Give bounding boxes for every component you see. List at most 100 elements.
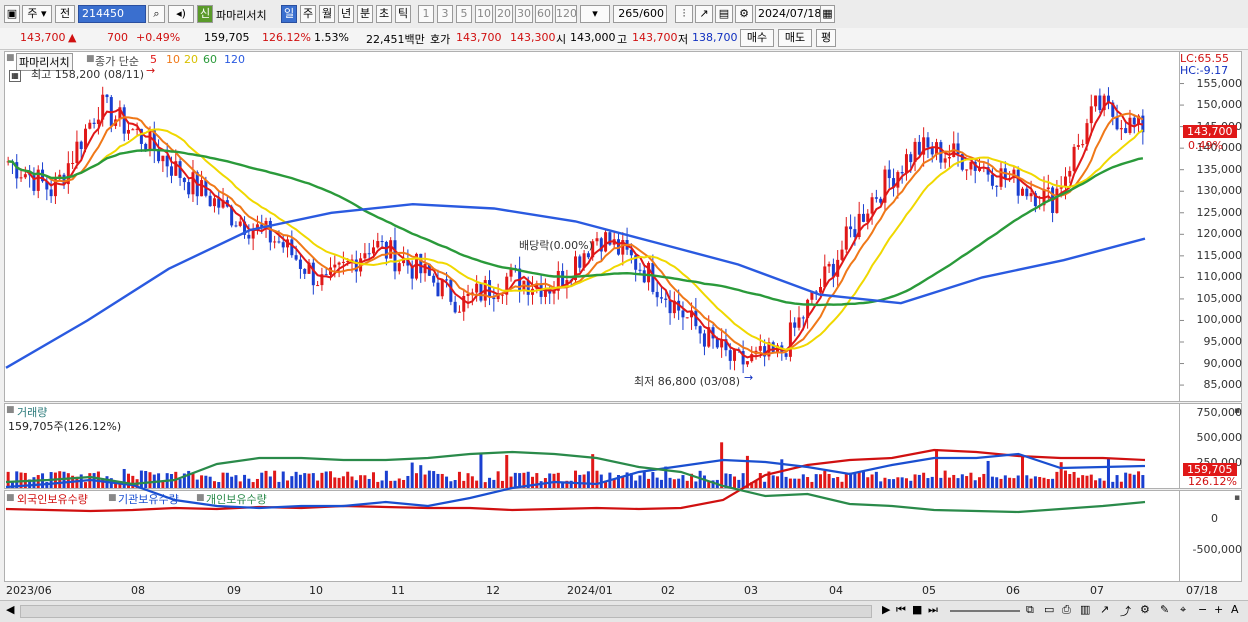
volume-bar — [849, 472, 853, 488]
price-y-label: 140,000 — [1196, 141, 1243, 155]
candle-body — [187, 182, 191, 195]
pin-icon[interactable]: ✎ — [1160, 603, 1170, 616]
tab-week[interactable]: 주 — [300, 5, 316, 23]
scroll-track[interactable] — [20, 605, 872, 618]
draw-icon[interactable]: ↗ — [695, 5, 713, 23]
stock-name: 파마리서치 — [216, 9, 267, 22]
line-icon[interactable]: ↗ — [1100, 603, 1110, 616]
settings-icon[interactable]: ⚙ — [1140, 603, 1150, 616]
volume-bar — [488, 477, 492, 488]
minute-1[interactable]: 1 — [418, 5, 434, 23]
candle-body — [655, 291, 659, 298]
holding-dot-icon: ■ — [6, 493, 15, 503]
volume-bar — [122, 468, 126, 488]
panel-close-icon[interactable]: ▪ — [1234, 406, 1241, 416]
price-panel-title[interactable]: 파마리서치 — [16, 53, 73, 71]
volume-bar — [28, 479, 32, 488]
bottom-scrollbar[interactable]: ◀ ▶ ⏮ ■ ⏭ ⧉ ▭ ⎙ ▥ ↗ ⤴ ⚙ ✎ ⌖ − + A — [0, 600, 1248, 622]
sell-button[interactable]: 매도 — [778, 29, 812, 47]
candle-body — [1046, 187, 1050, 190]
buy-button[interactable]: 매수 — [740, 29, 774, 47]
volume-bar — [496, 471, 500, 488]
stock-code-input[interactable]: 214450 — [78, 5, 146, 23]
volume-bar — [509, 476, 513, 488]
candle-body — [371, 247, 375, 254]
chart-icon[interactable]: ▥ — [1080, 603, 1091, 616]
volume-bar — [449, 481, 453, 488]
candle-icon[interactable]: ⫶ — [675, 5, 693, 23]
x-axis-label: 05 — [922, 584, 936, 597]
layout-icon[interactable]: ▣ — [4, 5, 20, 23]
candle-body — [414, 253, 418, 279]
scroll-right-icon[interactable]: ▶ — [882, 603, 891, 616]
candle-body — [475, 283, 479, 293]
candle-body — [758, 346, 762, 351]
minute-60[interactable]: 60 — [535, 5, 553, 23]
volume-bar — [457, 471, 461, 488]
period-select-value: 주 — [27, 7, 38, 20]
candle-body — [1089, 106, 1093, 124]
panel-close-icon[interactable]: ▪ — [1234, 493, 1241, 503]
candle-body — [1063, 176, 1067, 188]
volume-bar — [320, 472, 324, 488]
tab-tick[interactable]: 틱 — [395, 5, 411, 23]
volume-bar — [1076, 477, 1080, 488]
volume-bar — [659, 479, 663, 488]
save-icon[interactable]: ▤ — [715, 5, 733, 23]
crosshair-icon[interactable]: ⌖ — [1180, 603, 1187, 616]
calendar-icon[interactable]: ▦ — [820, 5, 835, 23]
table-icon[interactable]: ▦ — [9, 70, 21, 82]
volume-bar — [427, 470, 431, 488]
low-note: 최저 86,800 (03/08) — [634, 375, 741, 388]
stop-icon[interactable]: ■ — [912, 603, 923, 616]
tab-month[interactable]: 월 — [319, 5, 335, 23]
minute-120[interactable]: 120 — [555, 5, 577, 23]
window-icon[interactable]: ▭ — [1044, 603, 1055, 616]
volume-bar — [1081, 475, 1085, 488]
minute-3[interactable]: 3 — [437, 5, 453, 23]
holding-panel[interactable] — [4, 490, 1180, 582]
speaker-icon[interactable]: ◂) — [168, 5, 194, 23]
volume-bar — [616, 475, 620, 488]
copy-icon[interactable]: ⧉ — [1026, 603, 1034, 616]
minute-5[interactable]: 5 — [456, 5, 472, 23]
candle-body — [144, 143, 148, 151]
tab-day[interactable]: 일 — [281, 5, 297, 23]
candle-body — [956, 143, 960, 155]
minute-20[interactable]: 20 — [495, 5, 513, 23]
price-y-label: 110,000 — [1196, 270, 1243, 284]
candle-body — [690, 310, 694, 318]
tab-year[interactable]: 년 — [338, 5, 354, 23]
tab-minute[interactable]: 분 — [357, 5, 373, 23]
zoom-in-icon[interactable]: + — [1214, 603, 1224, 616]
minute-30[interactable]: 30 — [515, 5, 533, 23]
candle-body — [290, 239, 294, 256]
period-select[interactable]: 주 ▾ — [22, 5, 52, 23]
search-icon[interactable]: ⌕ — [148, 5, 165, 23]
minute-dropdown[interactable]: ▾ — [580, 5, 610, 23]
tab-second[interactable]: 초 — [376, 5, 392, 23]
count-input[interactable]: 265/600 — [613, 5, 667, 23]
prev-button[interactable]: 전 — [55, 5, 75, 23]
candle-body — [887, 169, 891, 179]
zoom-slider[interactable] — [950, 610, 1020, 612]
candle-body — [1137, 115, 1141, 125]
candle-body — [853, 229, 857, 238]
scroll-left-icon[interactable]: ◀ — [6, 603, 15, 616]
first-icon[interactable]: ⏮ — [896, 603, 906, 616]
print-icon[interactable]: ⎙ — [1062, 603, 1071, 616]
volume-bar — [466, 473, 470, 488]
minute-10[interactable]: 10 — [475, 5, 493, 23]
volume-bar — [187, 470, 191, 488]
volume-bar — [857, 471, 861, 488]
candle-body — [595, 238, 599, 242]
last-icon[interactable]: ⏭ — [928, 603, 938, 616]
font-size-icon[interactable]: A — [1231, 603, 1239, 616]
date-input[interactable]: 2024/07/18 — [755, 5, 835, 23]
zoom-out-icon[interactable]: − — [1198, 603, 1208, 616]
gear-icon[interactable]: ⚙ — [735, 5, 753, 23]
volume-bar — [114, 481, 118, 488]
eval-button[interactable]: 평 — [816, 29, 836, 47]
candle-body — [930, 147, 934, 155]
trend-icon[interactable]: ⤴ — [1120, 605, 1131, 618]
